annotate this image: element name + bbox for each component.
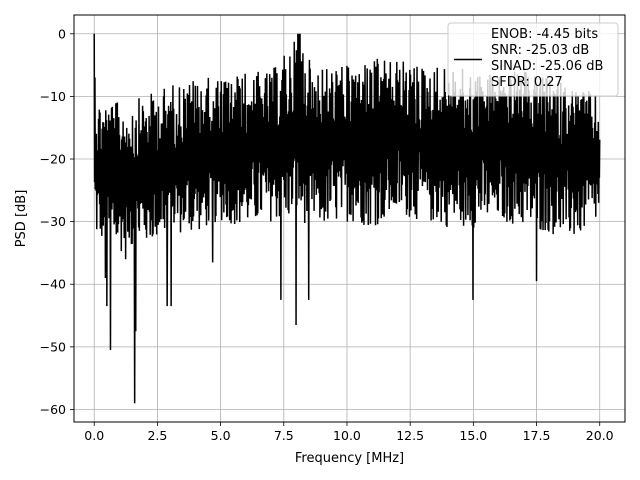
x-tick-label: 0.0 [84,428,104,443]
legend-line-sinad: SINAD: -25.06 dB [491,59,603,74]
legend-line-snr: SNR: -25.03 dB [491,43,589,58]
y-tick-label: −30 [40,214,66,229]
x-tick-label: 5.0 [211,428,231,443]
y-tick-label: −10 [40,89,66,104]
x-axis-ticks: 0.0 2.5 5.0 7.5 10.0 12.5 15.0 17.5 20.0 [84,422,614,443]
plot-frame [73,14,626,423]
y-tick-label: −20 [40,152,66,167]
psd-trace-line [93,33,601,404]
x-tick-label: 20.0 [586,428,614,443]
x-tick-label: 2.5 [147,428,167,443]
y-axis-ticks: 0 −10 −20 −30 −40 −50 −60 [40,26,74,417]
y-tick-label: −50 [40,339,66,354]
x-tick-label: 7.5 [274,428,294,443]
x-tick-label: 15.0 [459,428,487,443]
y-tick-label: −60 [40,402,66,417]
legend: ENOB: -4.45 bits SNR: -25.03 dB SINAD: -… [447,22,619,97]
x-tick-label: 17.5 [523,428,551,443]
legend-box [447,22,619,97]
y-axis-label: PSD [dB] [14,190,29,248]
y-tick-label: −40 [40,277,66,292]
x-axis-label: Frequency [MHz] [295,451,404,466]
x-tick-label: 10.0 [333,428,361,443]
y-tick-label: 0 [58,26,66,41]
legend-line-enob: ENOB: -4.45 bits [491,27,598,42]
x-tick-label: 12.5 [396,428,424,443]
psd-series [93,33,601,404]
legend-line-sfdr: SFDR: 0.27 [491,75,563,90]
